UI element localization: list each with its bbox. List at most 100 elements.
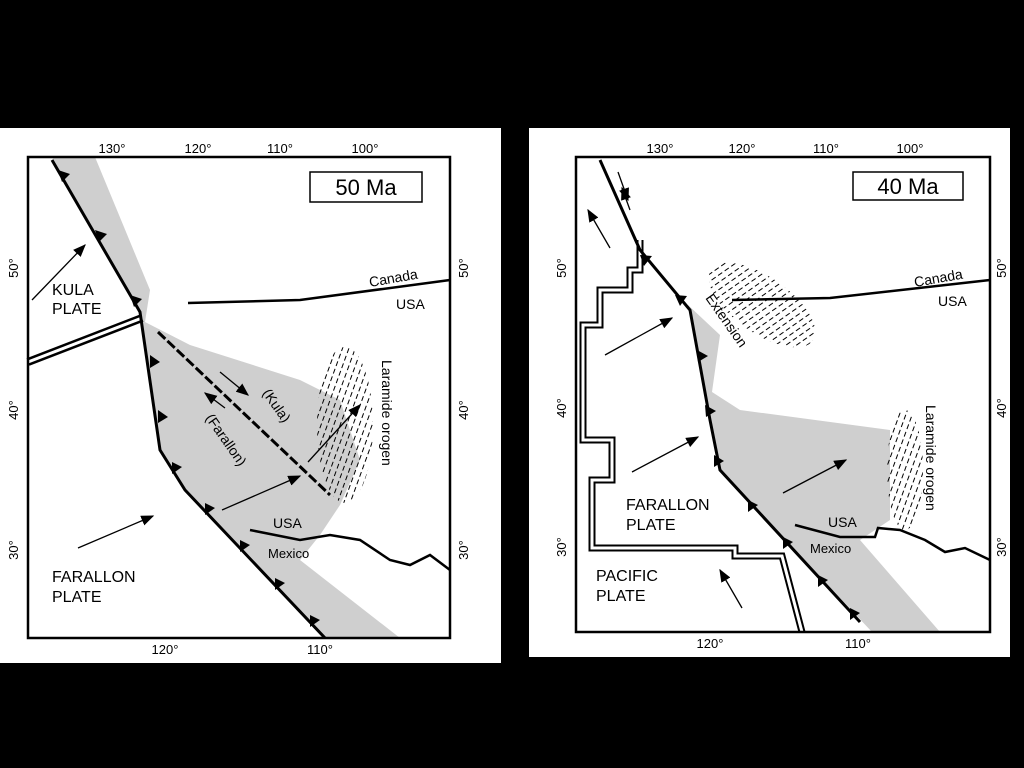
bottom-tick: 110° (845, 636, 871, 651)
canada-border (187, 278, 451, 305)
extension-hatch (708, 262, 816, 348)
tooth (748, 500, 758, 512)
right-tick: 30° (994, 537, 1009, 557)
panel-50ma: 50 Ma 130° 120° 110° 100° 50° 40° 30° 50… (0, 128, 501, 663)
trench (50, 159, 327, 640)
fracture-zone-inner (581, 240, 804, 633)
mexico-border (249, 528, 451, 571)
label-line: PACIFIC (596, 568, 658, 585)
top-tick: 120° (729, 141, 756, 156)
plate-label: KULA PLATE (52, 282, 102, 318)
trench-teeth (640, 255, 860, 620)
arrow (604, 317, 674, 356)
tooth (640, 255, 652, 266)
arrow (219, 371, 250, 396)
map-frame (574, 155, 992, 634)
arrow (31, 244, 86, 301)
tooth (705, 405, 716, 417)
bottom-tick: 110° (307, 642, 333, 657)
title-box (852, 171, 964, 201)
tooth (240, 540, 250, 552)
top-tick: 110° (267, 141, 293, 156)
label-line: PLATE (52, 589, 102, 606)
arrow (719, 568, 743, 609)
label-line: KULA (52, 282, 94, 299)
panel-bg (529, 128, 1010, 657)
tooth (310, 615, 320, 627)
panel-40ma: 40 Ma 130° 120° 110° 100° 50° 40° 30° 50… (529, 128, 1010, 657)
right-tick: 40° (456, 400, 471, 420)
plate-label: FARALLON PLATE (52, 569, 136, 606)
arrow (782, 459, 848, 494)
orogen-zone (688, 305, 940, 632)
tooth (783, 537, 793, 549)
left-tick: 40° (554, 398, 569, 418)
arrow (621, 186, 631, 211)
panel-title: 50 Ma (335, 175, 397, 200)
top-tick: 130° (647, 141, 674, 156)
arrow (221, 475, 302, 511)
arrow (631, 436, 700, 473)
tooth (205, 503, 215, 515)
mexico-border (794, 523, 991, 562)
top-tick: 120° (185, 141, 212, 156)
label-line: FARALLON (626, 497, 710, 514)
laramide-label: Laramide orogen (923, 405, 939, 511)
usa-label: USA (938, 293, 967, 309)
trench (598, 159, 862, 624)
left-tick: 30° (554, 537, 569, 557)
plate-label: FARALLON PLATE (626, 497, 710, 534)
usa-label: USA (828, 514, 857, 530)
plate-label: PACIFIC PLATE (596, 568, 658, 605)
arrow (77, 515, 155, 549)
tooth (697, 350, 708, 362)
top-tick: 130° (99, 141, 126, 156)
tooth (150, 355, 160, 368)
label-line: FARALLON (52, 569, 136, 586)
label-line: PLATE (626, 517, 676, 534)
top-tick: 100° (352, 141, 379, 156)
tooth (158, 410, 168, 423)
title-box (309, 171, 423, 203)
laramide-label: Laramide orogen (379, 360, 395, 466)
usa-label: USA (396, 296, 425, 312)
left-tick: 50° (554, 258, 569, 278)
left-tick: 40° (6, 400, 21, 420)
fault (156, 330, 332, 497)
right-tick: 50° (456, 258, 471, 278)
motion-arrows (587, 171, 848, 609)
tooth (675, 295, 687, 306)
usa-label: USA (273, 515, 302, 531)
tooth (850, 608, 860, 620)
right-tick: 40° (994, 398, 1009, 418)
tooth (95, 230, 107, 242)
mexico-label: Mexico (268, 546, 309, 561)
tooth (714, 455, 724, 467)
ridge-inner (27, 316, 143, 364)
bottom-tick: 120° (697, 636, 724, 651)
laramide-hatch (887, 410, 923, 530)
trench-teeth (58, 170, 320, 627)
tooth (275, 578, 285, 590)
label-line: PLATE (52, 301, 102, 318)
bottom-tick: 120° (152, 642, 179, 657)
tooth (818, 575, 828, 587)
right-tick: 50° (994, 258, 1009, 278)
top-tick: 110° (813, 141, 839, 156)
tooth (130, 295, 142, 307)
laramide-hatch (317, 347, 373, 503)
tooth (58, 170, 70, 182)
right-tick: 30° (456, 540, 471, 560)
canada-border (731, 278, 991, 302)
tooth (172, 462, 182, 474)
left-tick: 50° (6, 258, 21, 278)
map-frame (26, 155, 452, 640)
top-tick: 100° (897, 141, 924, 156)
motion-arrows (31, 244, 361, 549)
arrow (307, 404, 361, 463)
panel-title: 40 Ma (877, 174, 939, 199)
mexico-label: Mexico (810, 541, 851, 556)
left-tick: 30° (6, 540, 21, 560)
arrow (203, 392, 226, 409)
